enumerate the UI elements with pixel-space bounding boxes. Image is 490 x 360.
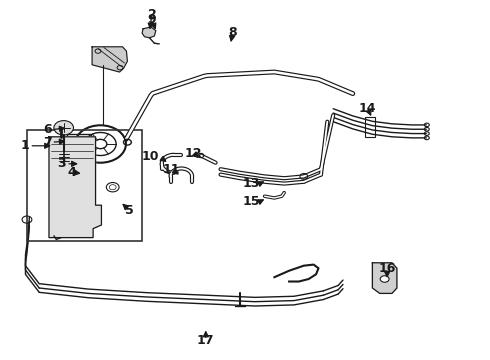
Text: 10: 10 (142, 150, 159, 163)
Text: 15: 15 (242, 195, 260, 208)
Polygon shape (49, 137, 101, 238)
Text: 2: 2 (147, 8, 156, 21)
Text: 11: 11 (163, 163, 180, 176)
Text: 3: 3 (57, 157, 66, 170)
Text: 6: 6 (43, 123, 51, 136)
Text: 16: 16 (378, 262, 396, 275)
Polygon shape (372, 263, 397, 293)
Text: 14: 14 (359, 102, 376, 114)
Text: 7: 7 (43, 136, 51, 149)
Circle shape (380, 276, 389, 282)
Text: 1: 1 (21, 139, 29, 152)
Text: 17: 17 (197, 334, 215, 347)
Text: 9: 9 (147, 13, 156, 26)
Text: 13: 13 (243, 177, 260, 190)
Circle shape (54, 121, 74, 135)
Text: 5: 5 (125, 204, 134, 217)
Text: 4: 4 (67, 166, 76, 179)
Bar (27, 130, 142, 241)
Polygon shape (92, 47, 127, 72)
Text: 12: 12 (185, 147, 202, 159)
Text: 8: 8 (228, 26, 237, 39)
Bar (365, 117, 375, 137)
Polygon shape (142, 27, 156, 38)
